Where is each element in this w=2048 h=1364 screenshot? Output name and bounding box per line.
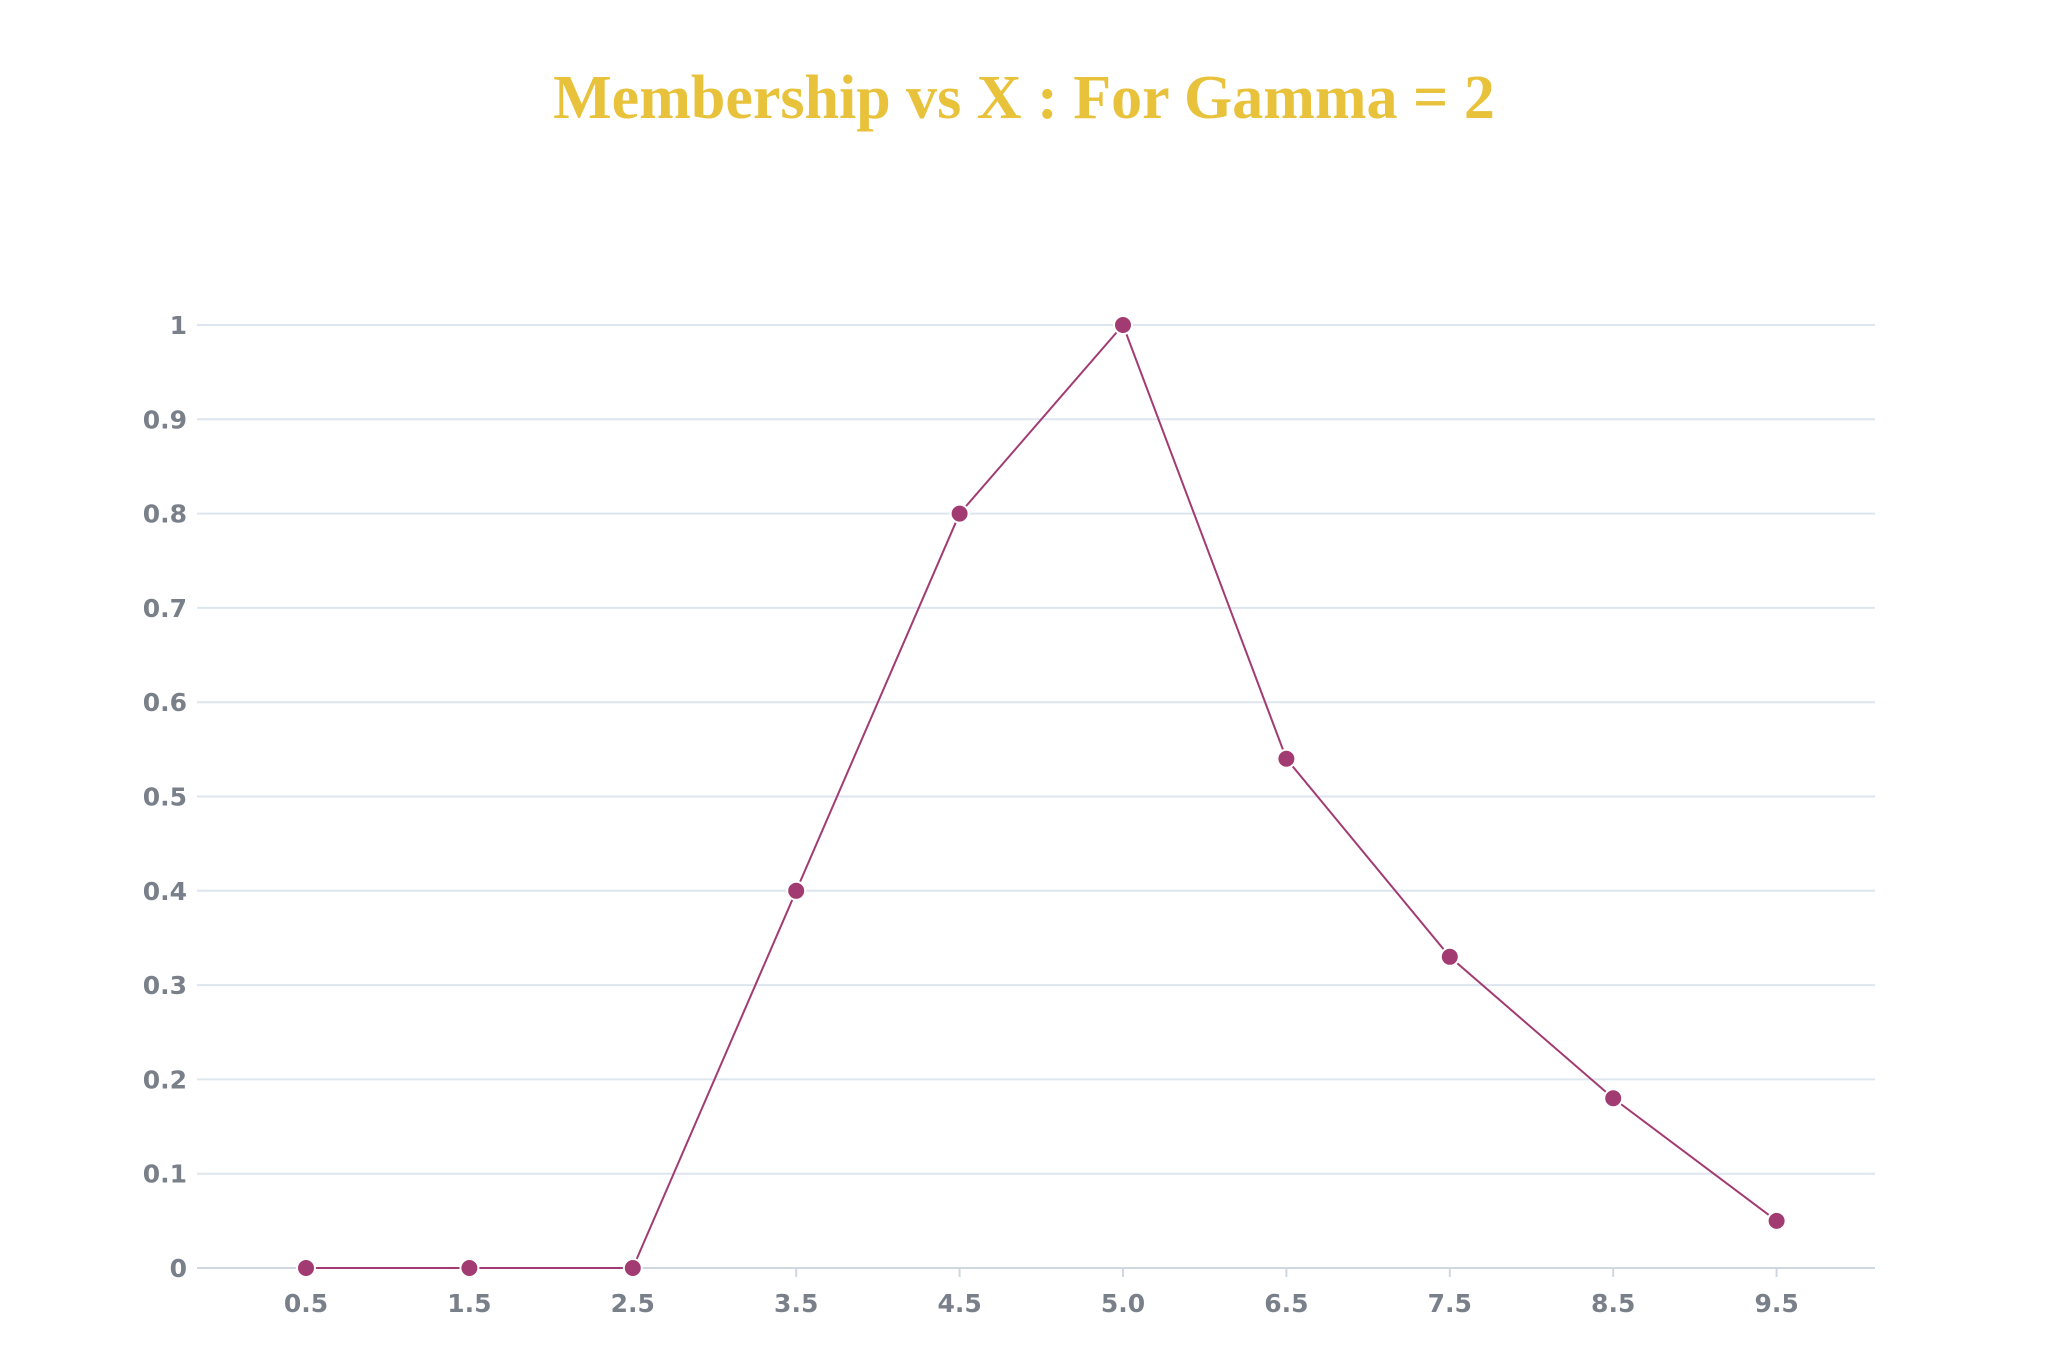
y-axis-labels: 0 0.1 0.2 0.3 0.4 0.5 0.6 0.7 0.8 0.9 1 [143,311,187,1283]
x-tick-label: 7.5 [1428,1289,1472,1318]
series-line-layer [306,323,1778,1269]
data-point[interactable] [622,1258,643,1278]
x-tick-label: 9.5 [1754,1289,1798,1318]
data-point[interactable] [1603,1088,1624,1109]
data-point[interactable] [459,1258,480,1278]
y-tick-label: 0.1 [143,1160,187,1189]
x-tick-label: 2.5 [611,1289,655,1318]
x-tick-label: 1.5 [447,1289,491,1318]
x-axis [197,1267,1875,1277]
data-point[interactable] [1766,1210,1787,1231]
y-tick-label: 0.6 [143,688,187,717]
x-axis-labels: 0.5 1.5 2.5 3.5 4.5 5.0 6.5 7.5 8.5 9.5 [284,1289,1799,1318]
x-tick-label: 3.5 [774,1289,818,1318]
data-point[interactable] [1276,748,1297,769]
x-tick-label: 5.0 [1101,1289,1145,1318]
data-point[interactable] [949,503,970,524]
y-tick-label: 0.2 [143,1065,187,1094]
y-tick-label: 0 [170,1254,187,1283]
data-point[interactable] [296,1258,316,1278]
y-tick-label: 0.4 [143,877,187,906]
data-point[interactable] [1439,946,1460,967]
data-point[interactable] [786,880,807,901]
chart-title: Membership vs X : For Gamma = 2 [553,64,1495,132]
y-tick-label: 0.3 [143,971,187,1000]
gridlines [197,324,1875,1175]
y-tick-label: 0.9 [143,405,187,434]
series-line [306,323,1778,1269]
data-points [296,315,1787,1278]
x-tick-label: 4.5 [937,1289,981,1318]
x-tick-label: 0.5 [284,1289,328,1318]
y-tick-label: 0.7 [143,594,187,623]
data-point[interactable] [1113,315,1133,335]
y-tick-label: 1 [170,311,187,340]
x-tick-label: 8.5 [1591,1289,1635,1318]
y-tick-label: 0.5 [143,783,187,812]
x-tick-label: 6.5 [1264,1289,1308,1318]
y-tick-label: 0.8 [143,500,187,529]
